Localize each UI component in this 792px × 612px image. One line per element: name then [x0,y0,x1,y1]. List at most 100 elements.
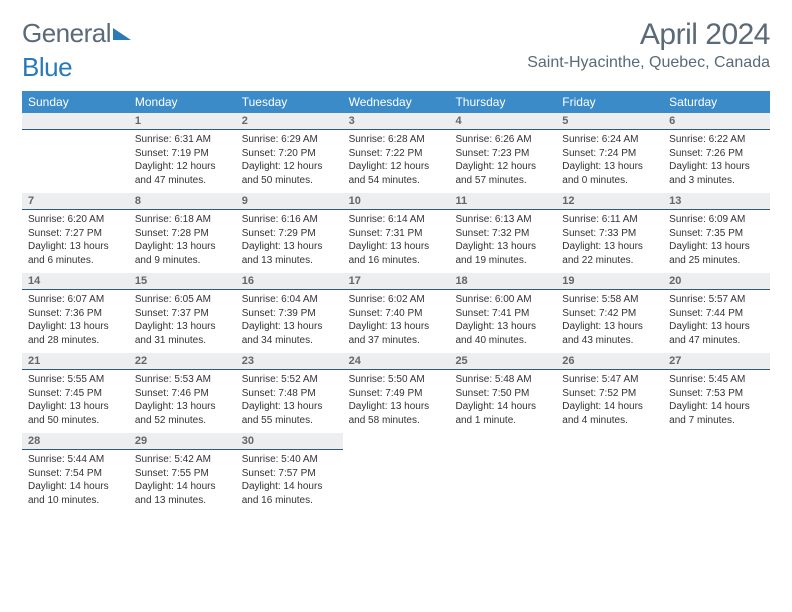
day-details: Sunrise: 5:47 AMSunset: 7:52 PMDaylight:… [556,370,663,433]
day-number: 12 [556,193,663,210]
sunset-text: Sunset: 7:44 PM [669,307,764,321]
day-cell: 12Sunrise: 6:11 AMSunset: 7:33 PMDayligh… [556,193,663,273]
sunset-text: Sunset: 7:28 PM [135,227,230,241]
day-cell [343,433,450,513]
sunrise-text: Sunrise: 6:20 AM [28,213,123,227]
sunset-text: Sunset: 7:49 PM [349,387,444,401]
daylight-text: Daylight: 13 hours and 37 minutes. [349,320,444,347]
sunrise-text: Sunrise: 6:05 AM [135,293,230,307]
day-cell: 11Sunrise: 6:13 AMSunset: 7:32 PMDayligh… [449,193,556,273]
day-details: Sunrise: 5:44 AMSunset: 7:54 PMDaylight:… [22,450,129,513]
daylight-text: Daylight: 12 hours and 54 minutes. [349,160,444,187]
sunrise-text: Sunrise: 6:24 AM [562,133,657,147]
sunset-text: Sunset: 7:50 PM [455,387,550,401]
day-cell [663,433,770,513]
sunset-text: Sunset: 7:55 PM [135,467,230,481]
sunset-text: Sunset: 7:37 PM [135,307,230,321]
daylight-text: Daylight: 13 hours and 3 minutes. [669,160,764,187]
sunset-text: Sunset: 7:24 PM [562,147,657,161]
day-cell: 28Sunrise: 5:44 AMSunset: 7:54 PMDayligh… [22,433,129,513]
day-cell: 16Sunrise: 6:04 AMSunset: 7:39 PMDayligh… [236,273,343,353]
week-row: 7 Sunrise: 6:20 AMSunset: 7:27 PM Daylight… [22,193,770,273]
day-cell: 19Sunrise: 5:58 AMSunset: 7:42 PMDayligh… [556,273,663,353]
day-number: 7 [22,193,129,210]
sunset-text: Sunset: 7:46 PM [135,387,230,401]
day-details: Sunrise: 6:14 AMSunset: 7:31 PMDaylight:… [343,210,450,273]
day-number: 6 [663,113,770,130]
daylight-text: Daylight: 14 hours and 1 minute. [455,400,550,427]
day-details: Sunrise: 5:50 AMSunset: 7:49 PMDaylight:… [343,370,450,433]
sunset-text: Sunset: 7:20 PM [242,147,337,161]
day-number: 3 [343,113,450,130]
sunrise-text: Sunrise: 6:28 AM [349,133,444,147]
daylight-text: Daylight: 12 hours and 50 minutes. [242,160,337,187]
sunset-text: Sunset: 7:48 PM [242,387,337,401]
daylight-text: Daylight: 12 hours and 57 minutes. [455,160,550,187]
sunset-text: Sunset: 7:41 PM [455,307,550,321]
day-cell: 27Sunrise: 5:45 AMSunset: 7:53 PMDayligh… [663,353,770,433]
day-details: Sunrise: 6:31 AMSunset: 7:19 PMDaylight:… [129,130,236,193]
daylight-text: Daylight: 13 hours and 22 minutes. [562,240,657,267]
sunset-text: Sunset: 7:54 PM [28,467,123,481]
day-cell: 6Sunrise: 6:22 AMSunset: 7:26 PMDaylight… [663,113,770,193]
title-block: April 2024 Saint-Hyacinthe, Quebec, Cana… [527,18,770,72]
day-number: 20 [663,273,770,290]
daylight-text: Daylight: 13 hours and 25 minutes. [669,240,764,267]
weekday-header: Monday [129,91,236,113]
day-number: 4 [449,113,556,130]
location-text: Saint-Hyacinthe, Quebec, Canada [527,54,770,72]
sunrise-text: Sunrise: 6:16 AM [242,213,337,227]
calendar: SundayMondayTuesdayWednesdayThursdayFrid… [22,91,770,513]
sunset-text: Sunset: 7:27 PM [28,227,123,241]
sunrise-text: Sunrise: 6:13 AM [455,213,550,227]
sunrise-text: Sunrise: 6:09 AM [669,213,764,227]
weekday-header: Tuesday [236,91,343,113]
logo: General [22,18,131,49]
calendar-body: 1Sunrise: 6:31 AMSunset: 7:19 PMDaylight… [22,113,770,513]
daylight-text: Daylight: 13 hours and 31 minutes. [135,320,230,347]
day-details: Sunrise: 5:57 AMSunset: 7:44 PMDaylight:… [663,290,770,353]
day-cell: 7Sunrise: 6:20 AMSunset: 7:27 PMDaylight… [22,193,129,273]
sunset-text: Sunset: 7:57 PM [242,467,337,481]
sunset-text: Sunset: 7:52 PM [562,387,657,401]
day-details: Sunrise: 5:53 AMSunset: 7:46 PMDaylight:… [129,370,236,433]
day-details: Sunrise: 6:24 AMSunset: 7:24 PMDaylight:… [556,130,663,193]
day-number: 2 [236,113,343,130]
sunset-text: Sunset: 7:32 PM [455,227,550,241]
day-details: Sunrise: 6:22 AMSunset: 7:26 PMDaylight:… [663,130,770,193]
day-cell: 4 Sunrise: 6:26 AMSunset: 7:23 PMDaylight… [449,113,556,193]
day-cell: 3Sunrise: 6:28 AMSunset: 7:22 PMDaylight… [343,113,450,193]
sunset-text: Sunset: 7:40 PM [349,307,444,321]
sunrise-text: Sunrise: 6:07 AM [28,293,123,307]
day-cell: 8Sunrise: 6:18 AMSunset: 7:28 PMDaylight… [129,193,236,273]
daylight-text: Daylight: 13 hours and 43 minutes. [562,320,657,347]
sunset-text: Sunset: 7:23 PM [455,147,550,161]
sunrise-text: Sunrise: 5:50 AM [349,373,444,387]
day-cell: 20Sunrise: 5:57 AMSunset: 7:44 PMDayligh… [663,273,770,353]
day-cell: 24Sunrise: 5:50 AMSunset: 7:49 PMDayligh… [343,353,450,433]
daylight-text: Daylight: 13 hours and 9 minutes. [135,240,230,267]
day-number: 29 [129,433,236,450]
day-number: 24 [343,353,450,370]
sunset-text: Sunset: 7:19 PM [135,147,230,161]
logo-text-gray: General [22,18,111,49]
day-number: 14 [22,273,129,290]
day-details: Sunrise: 5:55 AMSunset: 7:45 PMDaylight:… [22,370,129,433]
sunrise-text: Sunrise: 6:04 AM [242,293,337,307]
sunrise-text: Sunrise: 6:26 AM [455,133,550,147]
daylight-text: Daylight: 13 hours and 16 minutes. [349,240,444,267]
sunset-text: Sunset: 7:35 PM [669,227,764,241]
weekday-header-row: SundayMondayTuesdayWednesdayThursdayFrid… [22,91,770,113]
weekday-header: Wednesday [343,91,450,113]
weekday-header: Saturday [663,91,770,113]
sunrise-text: Sunrise: 6:22 AM [669,133,764,147]
daylight-text: Daylight: 13 hours and 19 minutes. [455,240,550,267]
day-number: 30 [236,433,343,450]
day-number: 9 [236,193,343,210]
weekday-header: Thursday [449,91,556,113]
sunset-text: Sunset: 7:39 PM [242,307,337,321]
day-number: 15 [129,273,236,290]
logo-text-blue: Blue [22,52,72,83]
day-number: 8 [129,193,236,210]
day-number: 10 [343,193,450,210]
